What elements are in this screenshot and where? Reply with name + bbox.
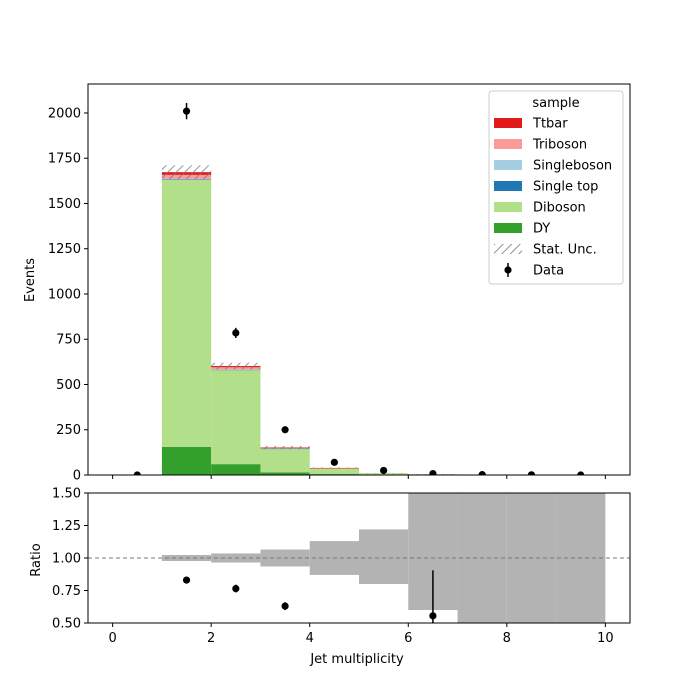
x-axis-label: Jet multiplicity bbox=[309, 652, 404, 667]
data-point-1 bbox=[182, 107, 191, 115]
y-tick-label-1500: 1500 bbox=[48, 197, 81, 212]
ratio-y-axis-label: Ratio bbox=[29, 543, 44, 576]
stat-unc-bin-2 bbox=[211, 362, 261, 370]
data-point-9 bbox=[577, 471, 585, 475]
x-tick-label-6: 6 bbox=[404, 631, 412, 646]
legend-label-stat-unc-: Stat. Unc. bbox=[533, 243, 597, 258]
legend-marker-data bbox=[504, 266, 512, 274]
y-tick-label-1250: 1250 bbox=[48, 242, 81, 257]
legend-swatch-diboson bbox=[494, 202, 522, 212]
main-plot-frame bbox=[87, 83, 631, 476]
legend-label-singleboson: Singleboson bbox=[533, 159, 612, 174]
data-point-6 bbox=[429, 469, 437, 475]
ratio-y-tick-label-1.25: 1.25 bbox=[52, 519, 81, 534]
ratio-y-axis: 0.50 0.75 1.00 1.25 1.50 bbox=[52, 487, 88, 632]
legend: sample Ttbar Triboson Singleboson Single to… bbox=[488, 90, 624, 285]
ratio-y-tick-label-0.75: 0.75 bbox=[52, 584, 81, 599]
y-tick-label-0: 0 bbox=[73, 469, 81, 484]
data-points bbox=[133, 103, 585, 475]
bar-dy-bin-2 bbox=[211, 464, 261, 475]
ratio-point-4 bbox=[429, 612, 437, 620]
bar-singleboson-bin-2 bbox=[211, 369, 261, 370]
stat-unc-bin-4 bbox=[309, 467, 359, 469]
ratio-y-tick-label-0.50: 0.50 bbox=[52, 617, 81, 632]
ratio-point-2 bbox=[281, 602, 289, 610]
legend-swatch-dy bbox=[494, 223, 522, 233]
legend-label-triboson: Triboson bbox=[532, 138, 587, 153]
y-tick-label-500: 500 bbox=[56, 378, 81, 393]
legend-label-data: Data bbox=[533, 264, 564, 279]
legend-box bbox=[488, 90, 624, 285]
legend-label-single-top: Single top bbox=[533, 180, 598, 195]
ratio-x-axis: 0 2 4 6 8 10 bbox=[108, 623, 614, 646]
ratio-point-5 bbox=[479, 645, 486, 652]
bar-diboson-bin-3 bbox=[260, 448, 310, 473]
x-tick-label-10: 10 bbox=[597, 631, 614, 646]
ratio-band-bin-5 bbox=[359, 529, 409, 584]
legend-swatch-singleboson bbox=[494, 160, 522, 170]
bar-singleboson-bin-1 bbox=[161, 178, 212, 180]
legend-title: sample bbox=[532, 96, 579, 111]
main-x-ticks bbox=[112, 475, 606, 479]
ratio-point-3 bbox=[331, 630, 338, 637]
y-tick-label-250: 250 bbox=[56, 423, 81, 438]
y-tick-label-750: 750 bbox=[56, 333, 81, 348]
stat-unc-bin-1 bbox=[161, 165, 212, 180]
data-point-0 bbox=[133, 471, 141, 475]
legend-label-ttbar: Ttbar bbox=[532, 117, 568, 132]
bar-dy-bin-3 bbox=[260, 472, 310, 475]
legend-swatch-stat-unc bbox=[494, 244, 522, 254]
y-tick-label-1000: 1000 bbox=[48, 287, 81, 302]
data-point-8 bbox=[527, 471, 536, 475]
main-y-axis: 0 250 500 750 1000 1250 1500 1750 2000 bbox=[48, 106, 88, 484]
stacked-histogram bbox=[161, 172, 507, 475]
legend-label-diboson: Diboson bbox=[533, 201, 586, 216]
bar-diboson-bin-2 bbox=[211, 370, 261, 465]
legend-swatch-single-top bbox=[494, 181, 522, 191]
x-tick-label-4: 4 bbox=[306, 631, 314, 646]
y-tick-label-2000: 2000 bbox=[48, 106, 81, 121]
data-point-2 bbox=[232, 329, 240, 337]
data-point-4 bbox=[330, 458, 338, 466]
legend-swatch-ttbar bbox=[494, 118, 522, 128]
data-point-5 bbox=[380, 466, 388, 475]
y-tick-label-1750: 1750 bbox=[48, 152, 81, 167]
x-tick-label-2: 2 bbox=[207, 631, 215, 646]
ratio-y-tick-label-1.50: 1.50 bbox=[52, 487, 81, 502]
ratio-points bbox=[182, 570, 486, 652]
x-tick-label-8: 8 bbox=[503, 631, 511, 646]
legend-label-dy: DY bbox=[533, 222, 550, 237]
ratio-y-tick-label-1.00: 1.00 bbox=[52, 552, 81, 567]
data-point-7 bbox=[478, 471, 486, 475]
ratio-point-0 bbox=[182, 576, 191, 584]
bar-diboson-bin-1 bbox=[161, 179, 212, 447]
legend-swatch-triboson bbox=[494, 139, 522, 149]
stat-unc-bin-3 bbox=[260, 446, 310, 449]
ratio-point-1 bbox=[232, 584, 240, 593]
bar-diboson-bin-4 bbox=[309, 468, 359, 475]
main-y-axis-label: Events bbox=[23, 258, 38, 302]
bar-dy-bin-1 bbox=[161, 446, 212, 475]
x-tick-label-0: 0 bbox=[108, 631, 116, 646]
data-point-3 bbox=[281, 426, 289, 434]
bar-single-top-bin-1 bbox=[161, 179, 212, 180]
